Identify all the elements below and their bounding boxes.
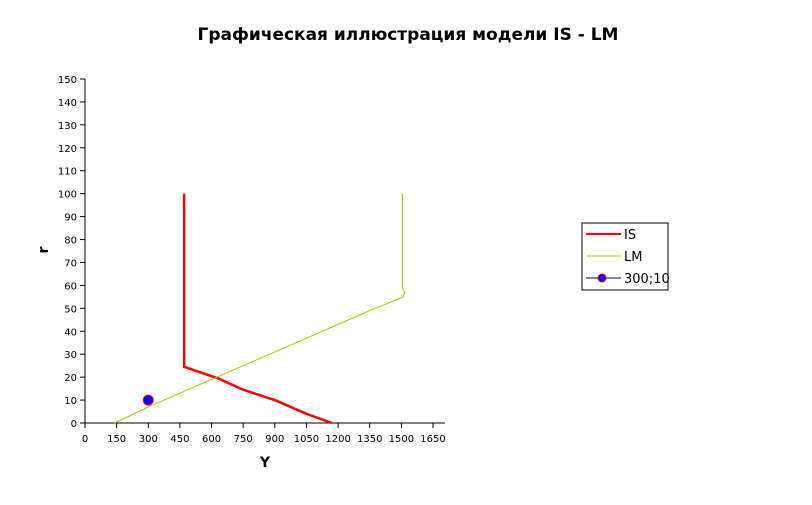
- legend-point-label: 300;10: [624, 272, 670, 287]
- x-tick-label: 1650: [420, 434, 445, 445]
- x-tick-label: 900: [265, 434, 284, 445]
- x-tick-label: 1350: [357, 434, 382, 445]
- legend: IS LM 300;10: [581, 222, 670, 291]
- y-tick-label: 90: [64, 213, 77, 224]
- y-tick-label: 140: [58, 98, 77, 109]
- x-tick-label: 600: [202, 434, 221, 445]
- y-axis-label: r: [36, 246, 52, 253]
- x-tick-label: 1050: [294, 434, 319, 445]
- y-tick-label: 100: [58, 190, 77, 201]
- y-tick-label: 70: [64, 258, 77, 269]
- y-tick-label: 0: [71, 419, 77, 430]
- y-tick-label: 10: [64, 396, 77, 407]
- is-curve: [182, 193, 333, 425]
- y-tick-label: 40: [64, 327, 77, 338]
- data-point: [142, 394, 154, 406]
- y-tick-label: 60: [64, 281, 77, 292]
- x-tick-label: 150: [107, 434, 126, 445]
- y-tick-label: 50: [64, 304, 77, 315]
- y-tick-label: 80: [64, 236, 77, 247]
- y-tick-label: 30: [64, 350, 77, 361]
- y-tick-label: 110: [58, 167, 77, 178]
- x-tick-label: 300: [139, 434, 158, 445]
- x-tick-label: 1500: [389, 434, 414, 445]
- x-tick-label: 450: [170, 434, 189, 445]
- y-tick-label: 130: [58, 121, 77, 132]
- x-tick-label: 750: [234, 434, 253, 445]
- legend-point-marker: [597, 273, 607, 283]
- y-tick-label: 20: [64, 373, 77, 384]
- y-tick-label: 150: [58, 75, 77, 86]
- x-tick-label: 0: [82, 434, 88, 445]
- x-axis-label: Y: [259, 455, 271, 471]
- x-tick-label: 1200: [325, 434, 350, 445]
- legend-is-label: IS: [624, 228, 636, 243]
- lm-curve: [114, 193, 406, 424]
- y-tick-label: 120: [58, 144, 77, 155]
- chart-title: Графическая иллюстрация модели IS - LM: [198, 25, 619, 45]
- legend-lm-label: LM: [624, 250, 642, 265]
